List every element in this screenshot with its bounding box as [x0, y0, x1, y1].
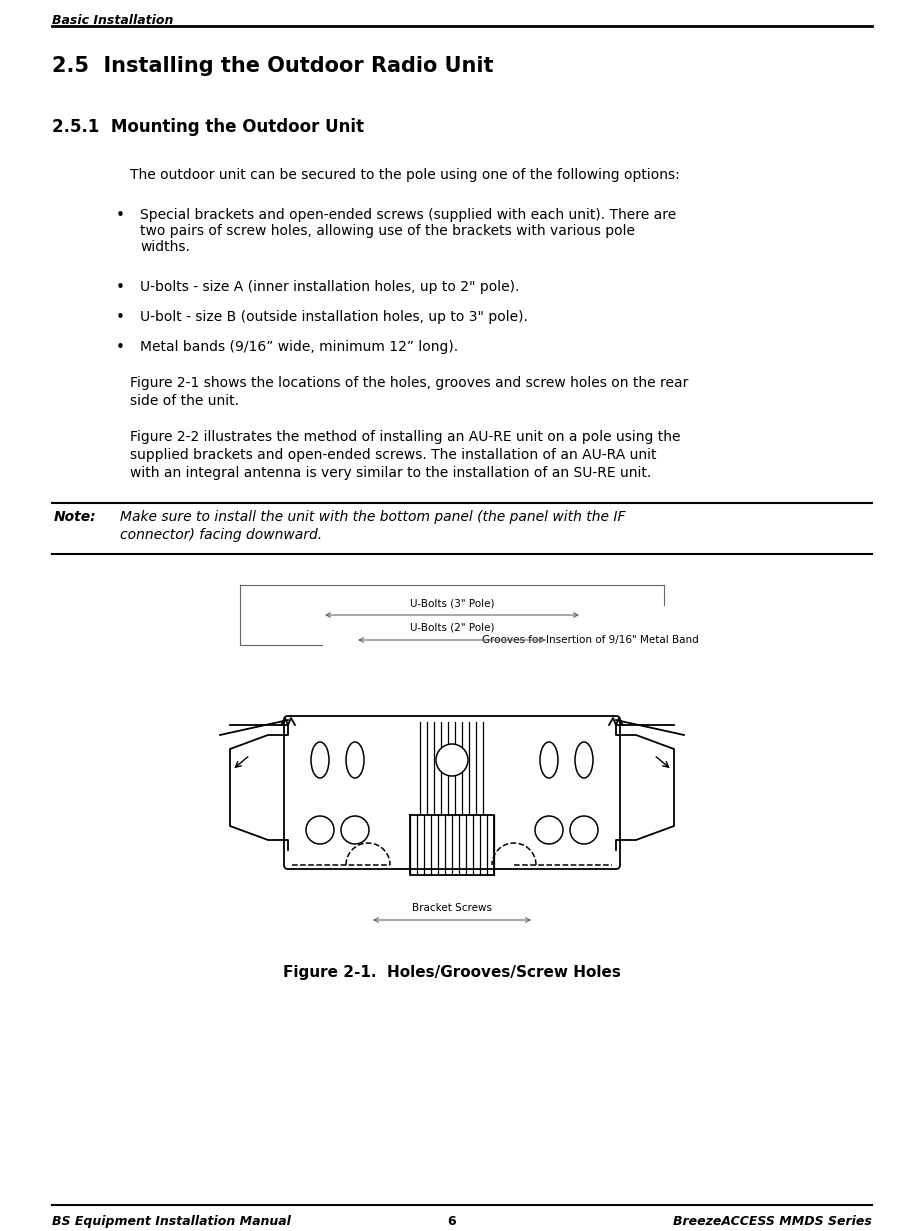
Ellipse shape: [574, 742, 592, 778]
FancyBboxPatch shape: [284, 716, 619, 869]
Text: •: •: [116, 310, 125, 325]
Text: connector) facing downward.: connector) facing downward.: [120, 528, 321, 542]
Text: Metal bands (9/16” wide, minimum 12” long).: Metal bands (9/16” wide, minimum 12” lon…: [140, 340, 458, 355]
Circle shape: [435, 744, 468, 776]
Text: 2.5.1  Mounting the Outdoor Unit: 2.5.1 Mounting the Outdoor Unit: [52, 118, 364, 135]
Text: Basic Installation: Basic Installation: [52, 14, 173, 27]
Text: Figure 2-1.  Holes/Grooves/Screw Holes: Figure 2-1. Holes/Grooves/Screw Holes: [283, 965, 620, 980]
Text: Note:: Note:: [54, 510, 97, 524]
Ellipse shape: [539, 742, 557, 778]
Ellipse shape: [311, 742, 329, 778]
Text: Figure 2-2 illustrates the method of installing an AU-RE unit on a pole using th: Figure 2-2 illustrates the method of ins…: [130, 430, 680, 444]
Text: U-Bolts (2" Pole): U-Bolts (2" Pole): [409, 623, 494, 633]
Circle shape: [340, 816, 368, 844]
Text: BS Equipment Installation Manual: BS Equipment Installation Manual: [52, 1215, 291, 1229]
Circle shape: [535, 816, 563, 844]
Text: •: •: [116, 208, 125, 223]
Ellipse shape: [346, 742, 364, 778]
Text: U-bolt - size B (outside installation holes, up to 3" pole).: U-bolt - size B (outside installation ho…: [140, 310, 527, 324]
Text: Special brackets and open-ended screws (supplied with each unit). There are
two : Special brackets and open-ended screws (…: [140, 208, 675, 255]
Text: side of the unit.: side of the unit.: [130, 394, 238, 407]
Text: supplied brackets and open-ended screws. The installation of an AU-RA unit: supplied brackets and open-ended screws.…: [130, 448, 656, 462]
Circle shape: [570, 816, 598, 844]
Text: with an integral antenna is very similar to the installation of an SU-RE unit.: with an integral antenna is very similar…: [130, 467, 650, 480]
Text: Grooves for Insertion of 9/16" Metal Band: Grooves for Insertion of 9/16" Metal Ban…: [481, 635, 698, 645]
Text: U-Bolts (3" Pole): U-Bolts (3" Pole): [409, 598, 494, 608]
Text: U-bolts - size A (inner installation holes, up to 2" pole).: U-bolts - size A (inner installation hol…: [140, 279, 519, 294]
Text: Bracket Screws: Bracket Screws: [412, 904, 491, 913]
Text: The outdoor unit can be secured to the pole using one of the following options:: The outdoor unit can be secured to the p…: [130, 167, 679, 182]
Circle shape: [305, 816, 333, 844]
Text: Figure 2-1 shows the locations of the holes, grooves and screw holes on the rear: Figure 2-1 shows the locations of the ho…: [130, 375, 687, 390]
Text: 6: 6: [447, 1215, 456, 1229]
Text: •: •: [116, 340, 125, 355]
Text: BreezeACCESS MMDS Series: BreezeACCESS MMDS Series: [673, 1215, 871, 1229]
Text: •: •: [116, 279, 125, 295]
Text: 2.5  Installing the Outdoor Radio Unit: 2.5 Installing the Outdoor Radio Unit: [52, 55, 493, 76]
Text: Make sure to install the unit with the bottom panel (the panel with the IF: Make sure to install the unit with the b…: [120, 510, 625, 524]
